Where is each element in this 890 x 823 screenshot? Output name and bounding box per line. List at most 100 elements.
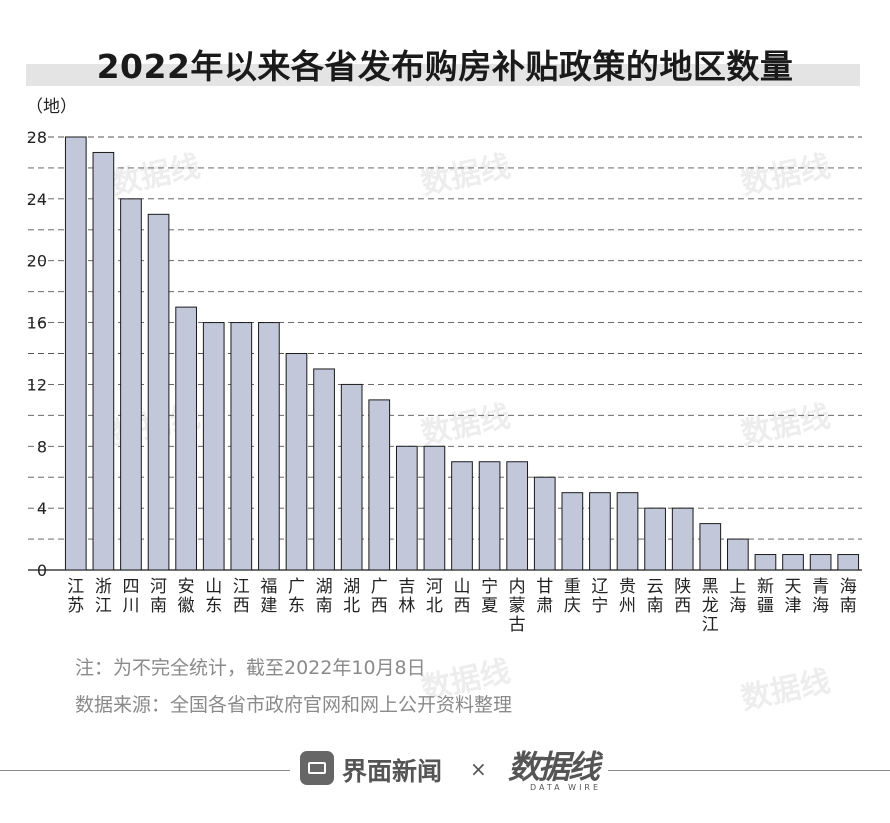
y-tick-label: 8 (37, 437, 47, 456)
x-tick-label: 古 (509, 615, 526, 635)
x-tick-label: 广 (288, 577, 305, 597)
x-tick-label: 海 (729, 596, 746, 616)
brand2-subtitle: DATA WIRE (530, 783, 602, 792)
x-tick-label: 河 (150, 577, 167, 597)
y-tick-label: 12 (27, 375, 47, 394)
x-tick-label: 山 (454, 577, 471, 597)
x-tick-label: 黑 (702, 577, 719, 597)
bar (395, 445, 418, 571)
x-tick-label: 四 (122, 577, 139, 597)
x-tick-label: 龙 (702, 596, 719, 616)
x-tick-label: 津 (785, 596, 802, 616)
bar (589, 492, 611, 571)
x-tick-label: 江 (233, 577, 250, 597)
bar (340, 383, 363, 571)
x-tick-label: 蒙 (509, 596, 526, 616)
x-tick-label: 福 (260, 577, 277, 597)
x-tick-label: 肃 (536, 596, 553, 616)
bar (644, 507, 666, 571)
footnote: 注：为不完全统计，截至2022年10月8日 (75, 657, 426, 679)
bar (313, 368, 335, 571)
x-tick-label: 东 (288, 596, 305, 616)
y-tick-label: 16 (27, 314, 47, 333)
x-tick-label: 上 (729, 577, 746, 597)
x-tick-label: 南 (647, 596, 664, 616)
x-tick-label: 云 (647, 577, 664, 597)
x-tick-label: 南 (840, 596, 857, 616)
bar (754, 554, 777, 571)
bar (175, 306, 197, 571)
bar (837, 554, 860, 571)
x-tick-label: 浙 (95, 577, 112, 597)
x-tick-label: 贵 (619, 577, 636, 597)
bar (782, 554, 804, 571)
bar (533, 476, 556, 571)
y-tick-label: 24 (27, 190, 47, 209)
x-tick-label: 宁 (591, 596, 608, 616)
x-tick-label: 青 (812, 577, 829, 597)
x-tick-label: 海 (812, 596, 829, 616)
x-tick-label: 苏 (67, 596, 84, 616)
bar (451, 461, 473, 571)
x-tick-label: 川 (122, 596, 139, 616)
y-tick-label: 4 (37, 499, 47, 518)
x-tick-label: 建 (260, 596, 277, 616)
x-tick-label: 北 (343, 596, 360, 616)
x-tick-label: 山 (205, 577, 222, 597)
x-tick-label: 疆 (757, 596, 774, 616)
x-tick-label: 海 (840, 577, 857, 597)
y-tick-label: 0 (37, 561, 47, 580)
x-tick-label: 北 (426, 596, 443, 616)
x-tick-label: 南 (316, 596, 333, 616)
bar (671, 507, 694, 571)
brand-logo-icon (300, 751, 334, 785)
data-source-note: 数据来源：全国各省市政府官网和网上公开资料整理 (75, 694, 513, 716)
bar (147, 213, 170, 571)
y-axis-unit: （地） (26, 97, 77, 117)
x-tick-label: 西 (454, 596, 471, 616)
bar (202, 322, 225, 571)
x-tick-label: 重 (564, 577, 581, 597)
bar (368, 399, 391, 571)
x-tick-label: 江 (95, 596, 112, 616)
x-tick-label: 新 (757, 577, 774, 597)
x-tick-label: 西 (233, 596, 250, 616)
x-tick-label: 河 (426, 577, 443, 597)
x-tick-label: 湖 (316, 577, 333, 597)
x-tick-label: 内 (509, 577, 526, 597)
title-band (26, 64, 860, 86)
bar (809, 554, 832, 571)
brand-separator: × (470, 757, 487, 781)
x-tick-label: 陕 (674, 577, 691, 597)
x-tick-label: 西 (674, 596, 691, 616)
x-tick-label: 州 (619, 596, 636, 616)
y-tick-label: 28 (27, 128, 47, 147)
bar (506, 461, 529, 571)
bar (230, 322, 253, 571)
bar (258, 322, 280, 571)
x-tick-label: 南 (150, 596, 167, 616)
bar (423, 445, 446, 571)
x-tick-label: 广 (371, 577, 388, 597)
bar (727, 538, 749, 571)
x-tick-label: 东 (205, 596, 222, 616)
bar (699, 523, 722, 571)
bar (478, 461, 501, 571)
bar (616, 492, 639, 571)
brand-name: 界面新闻 (342, 757, 443, 786)
footer-divider-right (608, 770, 890, 771)
x-tick-label: 江 (702, 615, 719, 635)
x-tick-label: 夏 (481, 596, 498, 616)
x-tick-label: 吉 (398, 577, 415, 597)
x-tick-label: 西 (371, 596, 388, 616)
x-tick-label: 宁 (481, 577, 498, 597)
bar-chart: 0481216202428江苏浙江四川河南安徽山东江西福建广东湖南湖北广西吉林河… (27, 128, 862, 635)
x-tick-label: 辽 (591, 577, 608, 597)
bar (285, 353, 308, 571)
bar (120, 198, 142, 571)
y-tick-label: 20 (27, 252, 47, 271)
x-tick-label: 湖 (343, 577, 360, 597)
x-tick-label: 安 (178, 577, 195, 597)
x-tick-label: 庆 (564, 596, 581, 616)
chart-title: 2022年以来各省发布购房补贴政策的地区数量 (96, 47, 794, 86)
